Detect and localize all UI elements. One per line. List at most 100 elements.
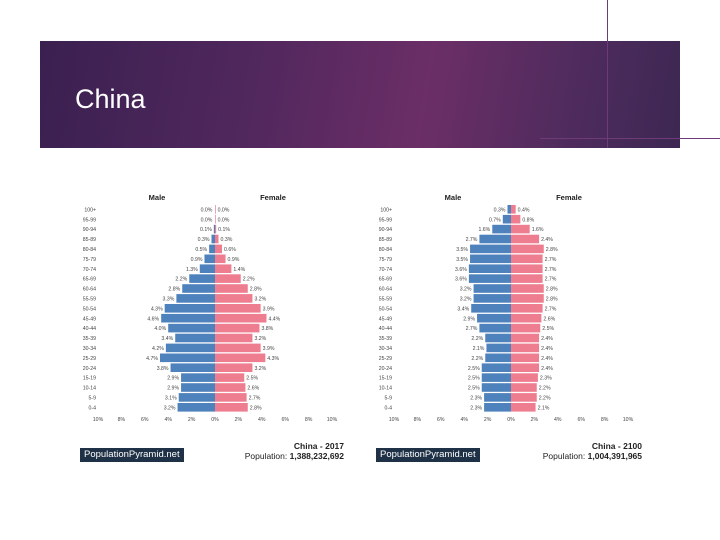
female-value-label: 3.8% [261, 326, 273, 332]
female-value-label: 3.2% [254, 297, 266, 303]
title-banner [40, 41, 680, 148]
female-value-label: 2.4% [541, 237, 553, 243]
female-value-label: 2.7% [545, 257, 557, 263]
x-tick-label: 2% [188, 417, 196, 423]
female-value-label: 3.9% [263, 306, 275, 312]
female-bar [215, 343, 261, 353]
female-value-label: 2.7% [249, 396, 261, 402]
age-group-label: 0-4 [89, 405, 97, 411]
pyramid-svg: Male Female 100+ 0.0% 0.0% 95-99 0.0% 0.0% 90-94… [83, 193, 338, 423]
age-group-label: 30-34 [379, 346, 392, 352]
female-bar [215, 393, 247, 402]
female-bar [215, 323, 260, 333]
male-value-label: 2.2% [471, 336, 483, 342]
male-bar [470, 244, 511, 254]
female-bar [215, 214, 216, 224]
female-value-label: 2.8% [250, 287, 262, 293]
logo-text: PopulationPyramid.net [84, 449, 180, 460]
x-tick-label: 6% [141, 417, 149, 423]
male-value-label: 3.5% [456, 257, 468, 263]
x-tick-label: 8% [305, 417, 313, 423]
female-bar [511, 254, 543, 264]
x-tick-label: 4% [258, 417, 266, 423]
male-value-label: 2.9% [463, 316, 475, 322]
age-group-label: 45-49 [83, 316, 96, 322]
male-bar [479, 234, 511, 244]
age-group-label: 45-49 [379, 316, 392, 322]
age-group-label: 40-44 [83, 326, 96, 332]
female-bar [215, 234, 219, 244]
female-value-label: 2.8% [546, 297, 558, 303]
male-value-label: 0.3% [198, 237, 210, 243]
logo-populationpyramid: PopulationPyramid.net [80, 448, 184, 462]
decorative-line-vertical [607, 0, 608, 148]
age-group-label: 5-9 [89, 396, 97, 402]
male-value-label: 0.3% [494, 207, 506, 213]
female-value-label: 4.3% [267, 356, 279, 362]
male-value-label: 3.2% [460, 297, 472, 303]
male-value-label: 4.6% [147, 316, 159, 322]
female-bar [511, 214, 521, 224]
male-value-label: 0.1% [200, 227, 212, 233]
age-group-label: 25-29 [379, 356, 392, 362]
female-bar [215, 205, 216, 214]
female-bar [511, 353, 540, 363]
female-bar [511, 274, 543, 283]
male-value-label: 3.6% [455, 277, 467, 283]
female-value-label: 2.1% [538, 405, 550, 411]
male-bar [471, 304, 511, 313]
age-group-label: 60-64 [379, 287, 392, 293]
female-value-label: 2.4% [541, 336, 553, 342]
female-value-label: 2.8% [546, 287, 558, 293]
female-value-label: 0.8% [522, 217, 534, 223]
female-bar [215, 224, 217, 234]
age-group-label: 50-54 [379, 306, 392, 312]
age-group-label: 65-69 [379, 277, 392, 283]
male-value-label: 2.2% [471, 356, 483, 362]
female-value-label: 4.4% [268, 316, 280, 322]
male-bar [477, 313, 511, 323]
female-bar [215, 254, 226, 264]
male-bar [485, 333, 511, 343]
pyramid-svg: Male Female 100+ 0.3% 0.4% 95-99 0.7% 0.8% 90-94… [379, 193, 634, 423]
age-group-label: 30-34 [83, 346, 96, 352]
male-bar [181, 383, 215, 392]
male-bar [481, 383, 511, 392]
age-group-label: 10-14 [379, 386, 392, 392]
female-bar [511, 284, 544, 293]
male-value-label: 1.6% [478, 227, 490, 233]
chart-caption-population: Population: 1,004,391,965 [543, 451, 642, 461]
female-bar [215, 244, 223, 254]
male-value-label: 3.5% [456, 247, 468, 253]
age-group-label: 100+ [380, 207, 392, 213]
age-group-label: 80-84 [83, 247, 96, 253]
female-bar [215, 274, 241, 283]
x-tick-label: 8% [118, 417, 126, 423]
male-value-label: 2.7% [466, 326, 478, 332]
female-bar [511, 373, 538, 382]
slide-title: China [75, 84, 146, 114]
x-tick-label: 2% [531, 417, 539, 423]
female-bar [511, 343, 540, 353]
age-group-label: 20-24 [83, 366, 96, 372]
female-bar [511, 264, 543, 273]
female-value-label: 2.2% [539, 386, 551, 392]
logo-populationpyramid: PopulationPyramid.net [376, 448, 480, 462]
female-bar [511, 304, 543, 313]
population-label: Population: [244, 451, 288, 461]
female-value-label: 1.6% [532, 227, 544, 233]
age-group-label: 75-79 [83, 257, 96, 263]
male-bar [492, 224, 511, 234]
age-group-label: 15-19 [83, 376, 96, 382]
male-bar [189, 274, 215, 283]
female-value-label: 2.7% [545, 306, 557, 312]
male-bar [175, 333, 215, 343]
male-value-label: 3.4% [161, 336, 173, 342]
male-value-label: 0.0% [201, 207, 213, 213]
female-value-label: 2.4% [541, 346, 553, 352]
male-bar [473, 294, 511, 303]
male-bar [468, 264, 511, 273]
male-bar [160, 353, 215, 363]
female-value-label: 0.0% [218, 207, 230, 213]
male-value-label: 3.2% [164, 405, 176, 411]
